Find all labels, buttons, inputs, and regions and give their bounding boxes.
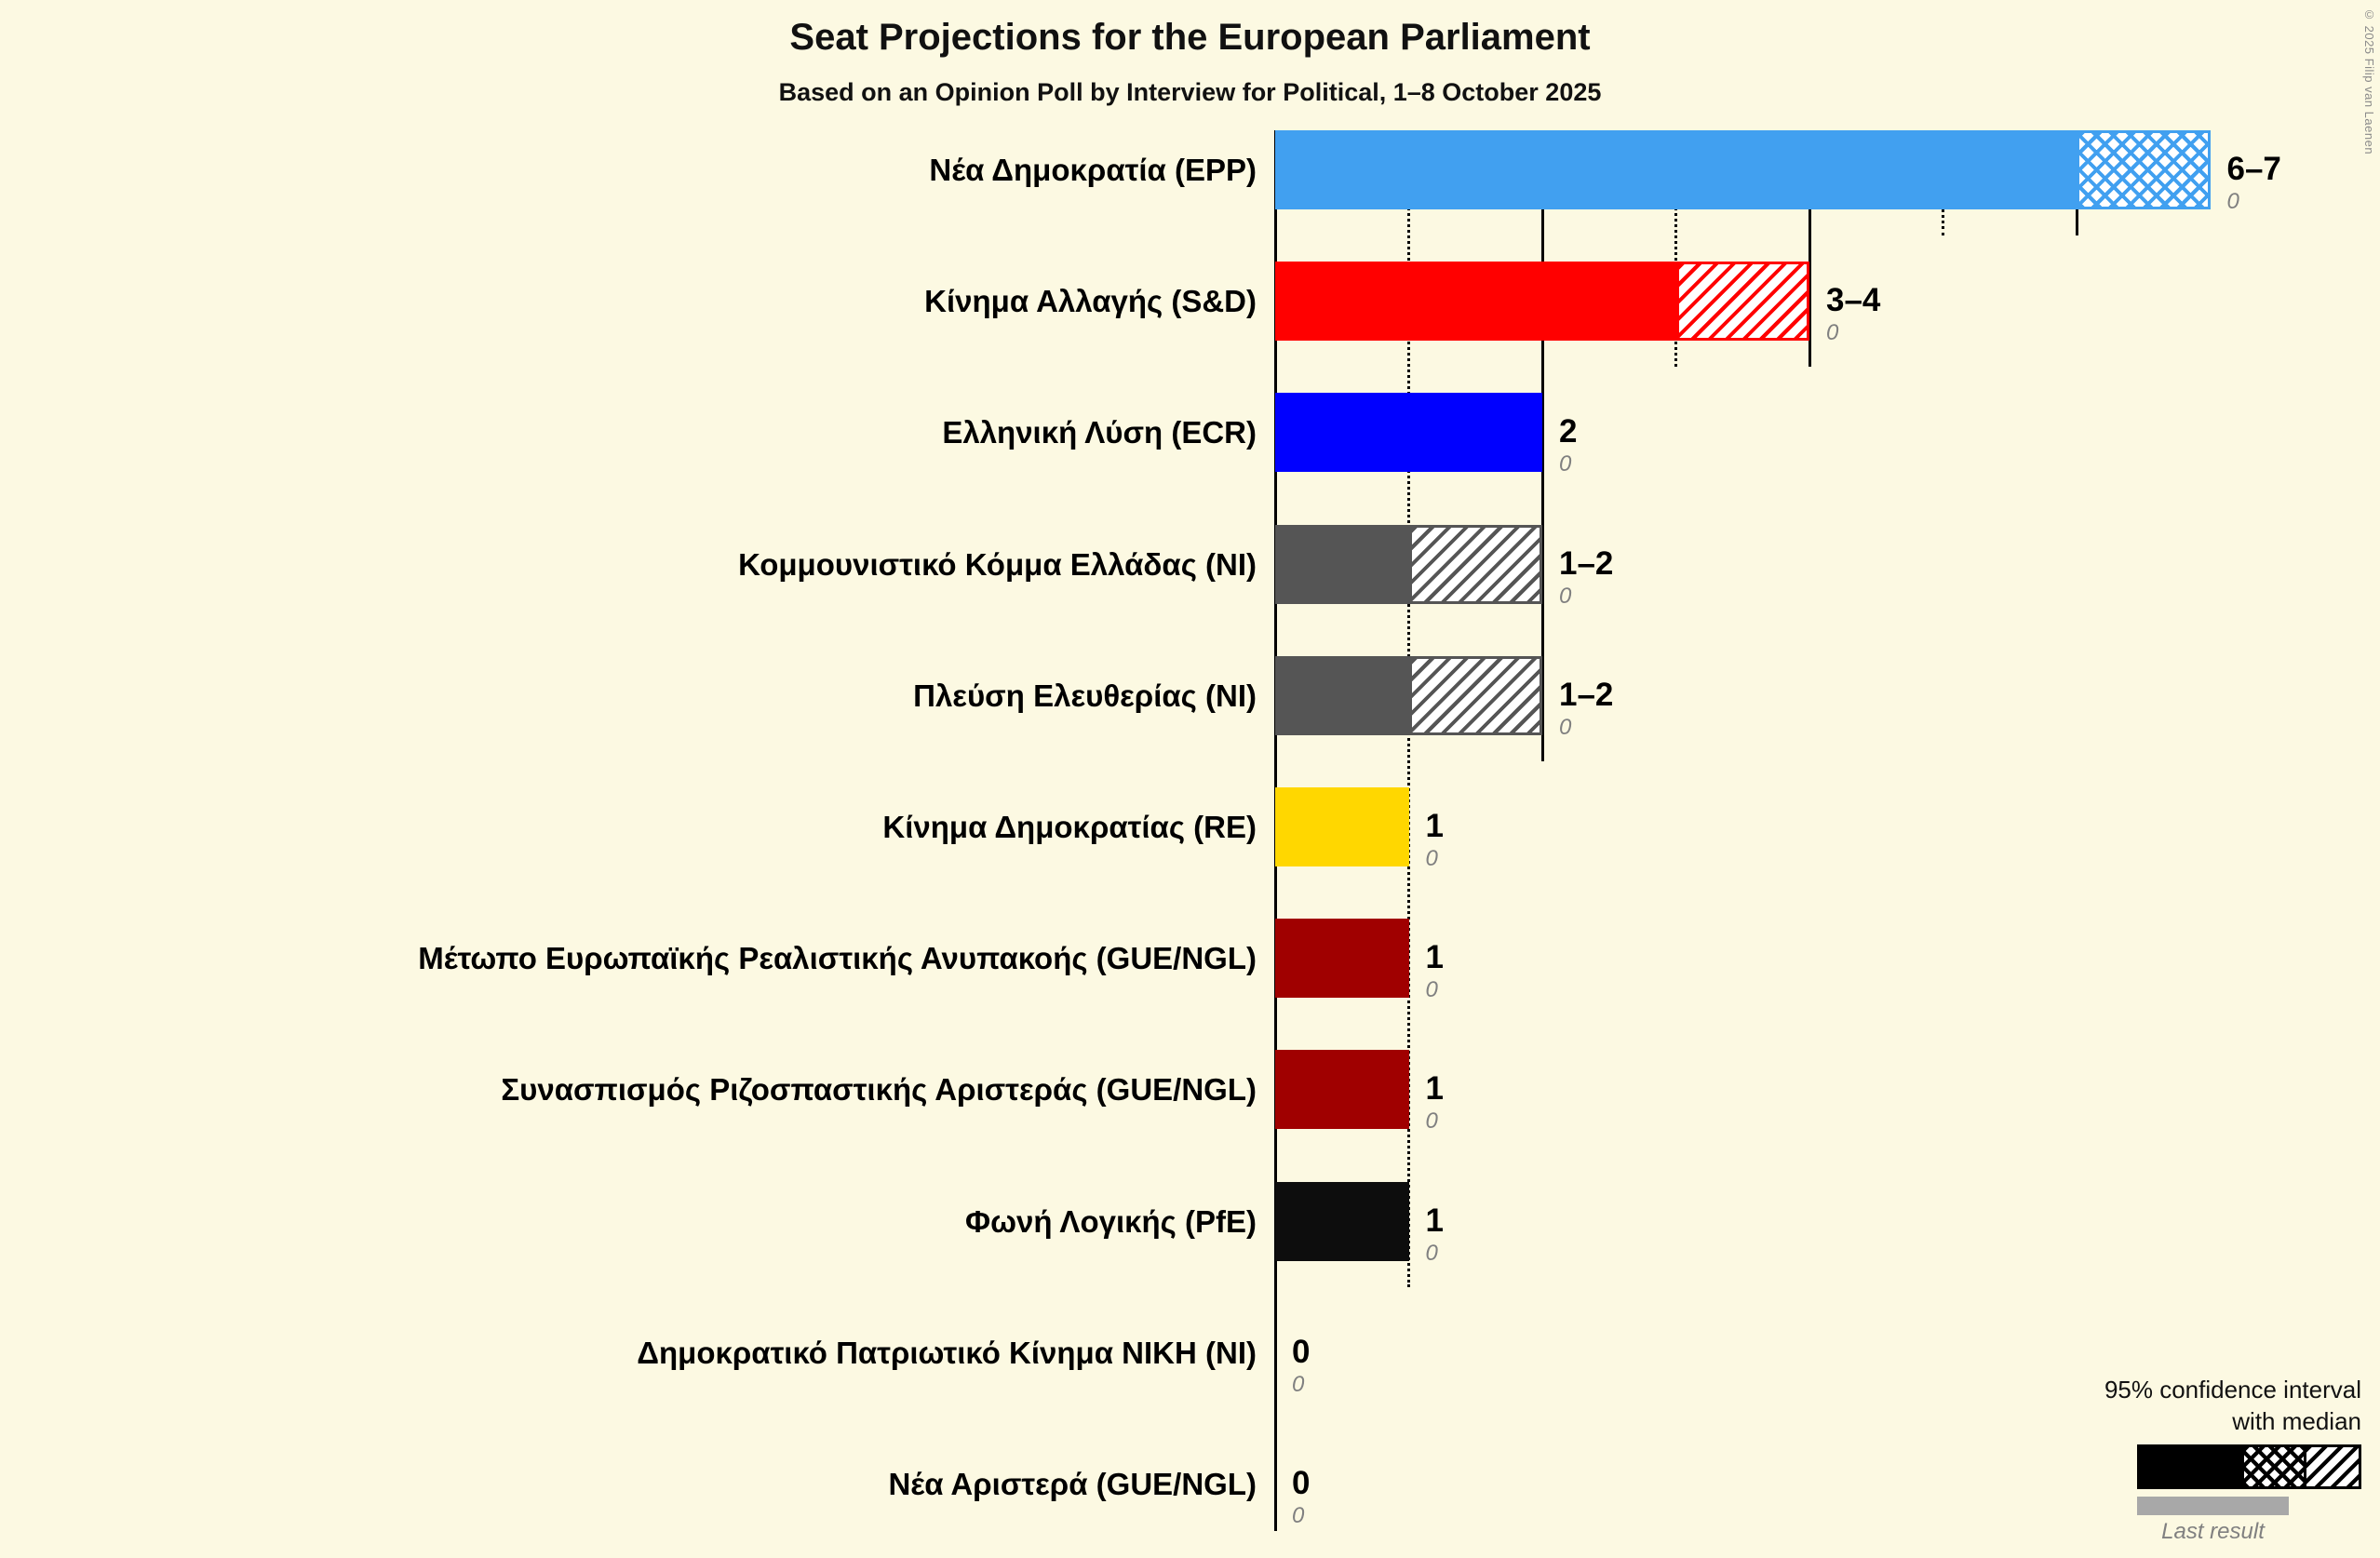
last-result-value: 0 — [1292, 1371, 1305, 1397]
legend-sample-ci-hatch — [2306, 1444, 2361, 1489]
legend-ci-label-line2: with median — [2232, 1407, 2361, 1435]
last-result-value: 0 — [1559, 583, 1572, 609]
seat-range-value: 6–7 — [2226, 151, 2281, 187]
chart-row: Κίνημα Δημοκρατίας (RE) 1 0 — [0, 787, 2380, 871]
value-labels: 1–2 0 — [1559, 656, 1613, 756]
gridline-seat-2 — [1540, 130, 1544, 761]
seat-range-value: 2 — [1559, 413, 1578, 450]
party-label: Φωνή Λογικής (PfE) — [965, 1203, 1257, 1239]
legend-sample-median-hatch — [2241, 1444, 2306, 1489]
seat-range-value: 1 — [1425, 1070, 1444, 1108]
last-result-value: 0 — [1425, 1108, 1438, 1135]
legend-last-result-bar — [2137, 1497, 2289, 1515]
last-result-value: 0 — [1292, 1503, 1305, 1528]
seat-range-value: 0 — [1292, 1465, 1311, 1501]
bar-solid — [1275, 262, 1676, 342]
party-label: Νέα Αριστερά (GUE/NGL) — [888, 1467, 1257, 1501]
bar-solid — [1275, 130, 2077, 209]
last-result-value: 0 — [1425, 977, 1438, 1003]
party-label: Κομμουνιστικό Κόμμα Ελλάδας (NI) — [738, 546, 1257, 582]
legend-sample-bar — [2137, 1444, 2361, 1489]
legend-sample-solid — [2137, 1444, 2241, 1489]
value-labels: 1–2 0 — [1559, 525, 1613, 625]
gridline-seat-4 — [1808, 130, 1811, 368]
last-result-value: 0 — [1826, 320, 1839, 346]
copyright-notice: © 2025 Filip van Laenen — [2362, 7, 2376, 155]
chart-row: Ελληνική Λύση (ECR) 2 0 — [0, 393, 2380, 477]
legend-ci-label-line1: 95% confidence interval — [2104, 1376, 2361, 1404]
party-label: Συνασπισμός Ριζοσπαστικής Αριστεράς (GUE… — [501, 1072, 1257, 1108]
chart-row: Νέα Αριστερά (GUE/NGL) 0 0 — [0, 1444, 2380, 1528]
seat-range-value: 1 — [1425, 1202, 1444, 1239]
party-label: Κίνημα Αλλαγής (S&D) — [924, 284, 1257, 319]
chart-row: Φωνή Λογικής (PfE) 1 0 — [0, 1181, 2380, 1266]
chart-row: Κίνημα Αλλαγής (S&D) 3–4 0 — [0, 262, 2380, 345]
chart-title: Seat Projections for the European Parlia… — [789, 17, 1591, 58]
party-label: Ελληνική Λύση (ECR) — [942, 415, 1257, 450]
value-labels: 6–7 0 — [2227, 130, 2281, 230]
chart-row: Κομμουνιστικό Κόμμα Ελλάδας (NI) 1–2 0 — [0, 524, 2380, 609]
gridline-seat-3 — [1674, 130, 1677, 368]
last-result-value: 0 — [1425, 846, 1438, 871]
last-result-value: 0 — [1559, 451, 1572, 477]
last-result-value: 0 — [1425, 1240, 1438, 1266]
bar-solid — [1275, 787, 1409, 866]
chart-row: Μέτωπο Ευρωπαϊκής Ρεαλιστικής Ανυπακοής … — [0, 919, 2380, 1002]
value-labels: 3–4 0 — [1826, 262, 1880, 361]
party-label: Νέα Δημοκρατία (EPP) — [929, 153, 1257, 187]
chart-subtitle: Based on an Opinion Poll by Interview fo… — [778, 78, 1602, 106]
party-label: Κίνημα Δημοκρατίας (RE) — [882, 810, 1257, 844]
chart-row: Δημοκρατικό Πατριωτικό Κίνημα ΝΙΚΗ (NI) 0… — [0, 1313, 2380, 1397]
bar-ci-hatch — [1675, 262, 1809, 342]
bar-solid — [1275, 919, 1409, 999]
party-label: Μέτωπο Ευρωπαϊκής Ρεαλιστικής Ανυπακοής … — [418, 941, 1257, 976]
seat-range-value: 1 — [1425, 939, 1444, 976]
party-label: Δημοκρατικό Πατριωτικό Κίνημα ΝΙΚΗ (NI) — [637, 1335, 1257, 1370]
bar-solid — [1275, 1050, 1409, 1130]
chart-row: Συνασπισμός Ριζοσπαστικής Αριστεράς (GUE… — [0, 1050, 2380, 1134]
seat-range-value: 1 — [1425, 808, 1444, 844]
chart-row: Νέα Δημοκρατία (EPP) 6–7 0 — [0, 130, 2380, 214]
bar-ci-hatch — [1408, 524, 1542, 604]
party-label: Πλεύση Ελευθερίας (NI) — [913, 678, 1257, 713]
bar-solid — [1275, 655, 1409, 735]
last-result-value: 0 — [2226, 189, 2239, 214]
seat-range-value: 3–4 — [1826, 282, 1881, 319]
last-result-value: 0 — [1559, 714, 1572, 740]
chart-row: Πλεύση Ελευθερίας (NI) 1–2 0 — [0, 655, 2380, 740]
bar-solid — [1275, 1181, 1409, 1261]
bar-solid — [1275, 393, 1542, 473]
legend-last-result-label: Last result — [2161, 1519, 2265, 1544]
seat-range-value: 0 — [1292, 1333, 1311, 1370]
bar-ci-hatch — [1408, 655, 1542, 735]
seat-range-value: 1–2 — [1559, 676, 1614, 713]
seat-range-value: 1–2 — [1559, 544, 1614, 582]
bar-solid — [1275, 524, 1409, 604]
bar-median-hatch — [2077, 130, 2211, 209]
